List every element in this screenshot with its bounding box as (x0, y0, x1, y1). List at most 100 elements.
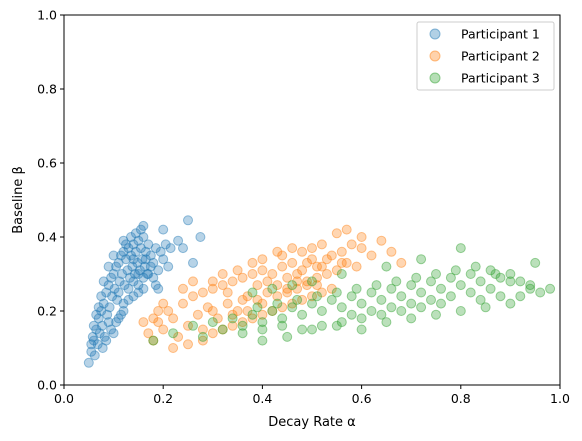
data-point (103, 261, 114, 272)
data-point (272, 280, 283, 291)
data-point (366, 287, 377, 298)
data-point (505, 269, 516, 279)
data-point (88, 335, 99, 346)
data-point (331, 265, 342, 276)
data-point (416, 287, 427, 298)
data-point (107, 291, 118, 302)
data-point (242, 306, 253, 316)
data-point (292, 269, 303, 279)
data-point (227, 313, 238, 324)
data-point (94, 328, 105, 339)
series-participant-3 (148, 243, 556, 346)
data-point (158, 224, 169, 235)
data-point (121, 239, 131, 250)
data-point (436, 298, 446, 309)
data-point (455, 306, 466, 316)
data-point (173, 331, 184, 342)
data-point (312, 291, 322, 302)
legend-label-participant-1: Participant 1 (461, 27, 540, 42)
data-point (118, 306, 129, 316)
data-point (406, 280, 417, 291)
data-point (237, 328, 248, 339)
data-point (277, 302, 288, 313)
data-point (125, 272, 135, 283)
data-point (86, 339, 97, 350)
data-point (455, 243, 466, 254)
data-point (386, 246, 397, 257)
data-point (138, 317, 149, 328)
data-point (331, 287, 342, 298)
data-point (515, 291, 526, 302)
data-point (346, 309, 357, 320)
data-point (123, 294, 134, 305)
data-point (237, 317, 248, 328)
data-point (93, 313, 104, 324)
data-point (158, 254, 169, 265)
data-point (202, 302, 213, 313)
data-point (341, 257, 352, 268)
legend: Participant 1 Participant 2 Participant … (416, 21, 555, 91)
data-point (356, 313, 367, 324)
data-point (98, 276, 109, 287)
data-point (386, 302, 397, 313)
data-point (119, 280, 130, 291)
data-point (465, 287, 476, 298)
data-point (307, 298, 317, 309)
data-point (103, 317, 114, 328)
data-point (247, 313, 258, 324)
data-point (188, 276, 198, 287)
data-point (386, 283, 397, 294)
data-point (140, 246, 151, 257)
data-point (102, 309, 113, 320)
data-point (207, 317, 218, 328)
data-point (257, 309, 268, 320)
data-point (207, 306, 218, 316)
data-point (312, 272, 322, 283)
data-point (168, 343, 179, 353)
data-point (168, 328, 179, 339)
y-tick-label: 0.4 (37, 230, 57, 245)
data-point (331, 320, 342, 331)
data-point (148, 335, 159, 346)
data-point (217, 280, 228, 291)
data-point (396, 257, 407, 268)
data-point (109, 283, 120, 294)
data-point (282, 272, 293, 283)
data-point (336, 257, 347, 268)
legend-marker-participant-1 (429, 28, 441, 40)
data-point (138, 272, 149, 283)
data-point (173, 235, 184, 246)
data-point (252, 280, 263, 291)
data-point (267, 306, 278, 316)
data-point (118, 298, 129, 309)
data-point (316, 287, 327, 298)
data-point (366, 250, 377, 261)
data-point (142, 269, 153, 279)
y-tick-label: 0.0 (37, 378, 57, 393)
x-axis-label: Decay Rate α (268, 415, 355, 430)
data-point (376, 309, 387, 320)
data-point (307, 324, 317, 335)
data-point (150, 280, 161, 291)
data-point (297, 309, 308, 320)
data-point (356, 243, 367, 254)
data-point (381, 317, 392, 328)
data-point (356, 298, 367, 309)
data-point (336, 302, 347, 313)
data-point (91, 324, 102, 335)
data-point (272, 246, 283, 257)
data-point (376, 294, 387, 305)
data-point (232, 265, 243, 276)
data-point (287, 298, 298, 309)
data-point (118, 235, 129, 246)
legend-label-participant-3: Participant 3 (461, 71, 540, 86)
data-point (530, 257, 541, 268)
data-point (88, 320, 99, 331)
data-point (545, 283, 556, 294)
data-point (163, 306, 174, 316)
data-point (237, 272, 248, 283)
data-point (272, 291, 283, 302)
data-point (118, 246, 129, 257)
data-point (262, 287, 273, 298)
data-point (128, 254, 139, 265)
